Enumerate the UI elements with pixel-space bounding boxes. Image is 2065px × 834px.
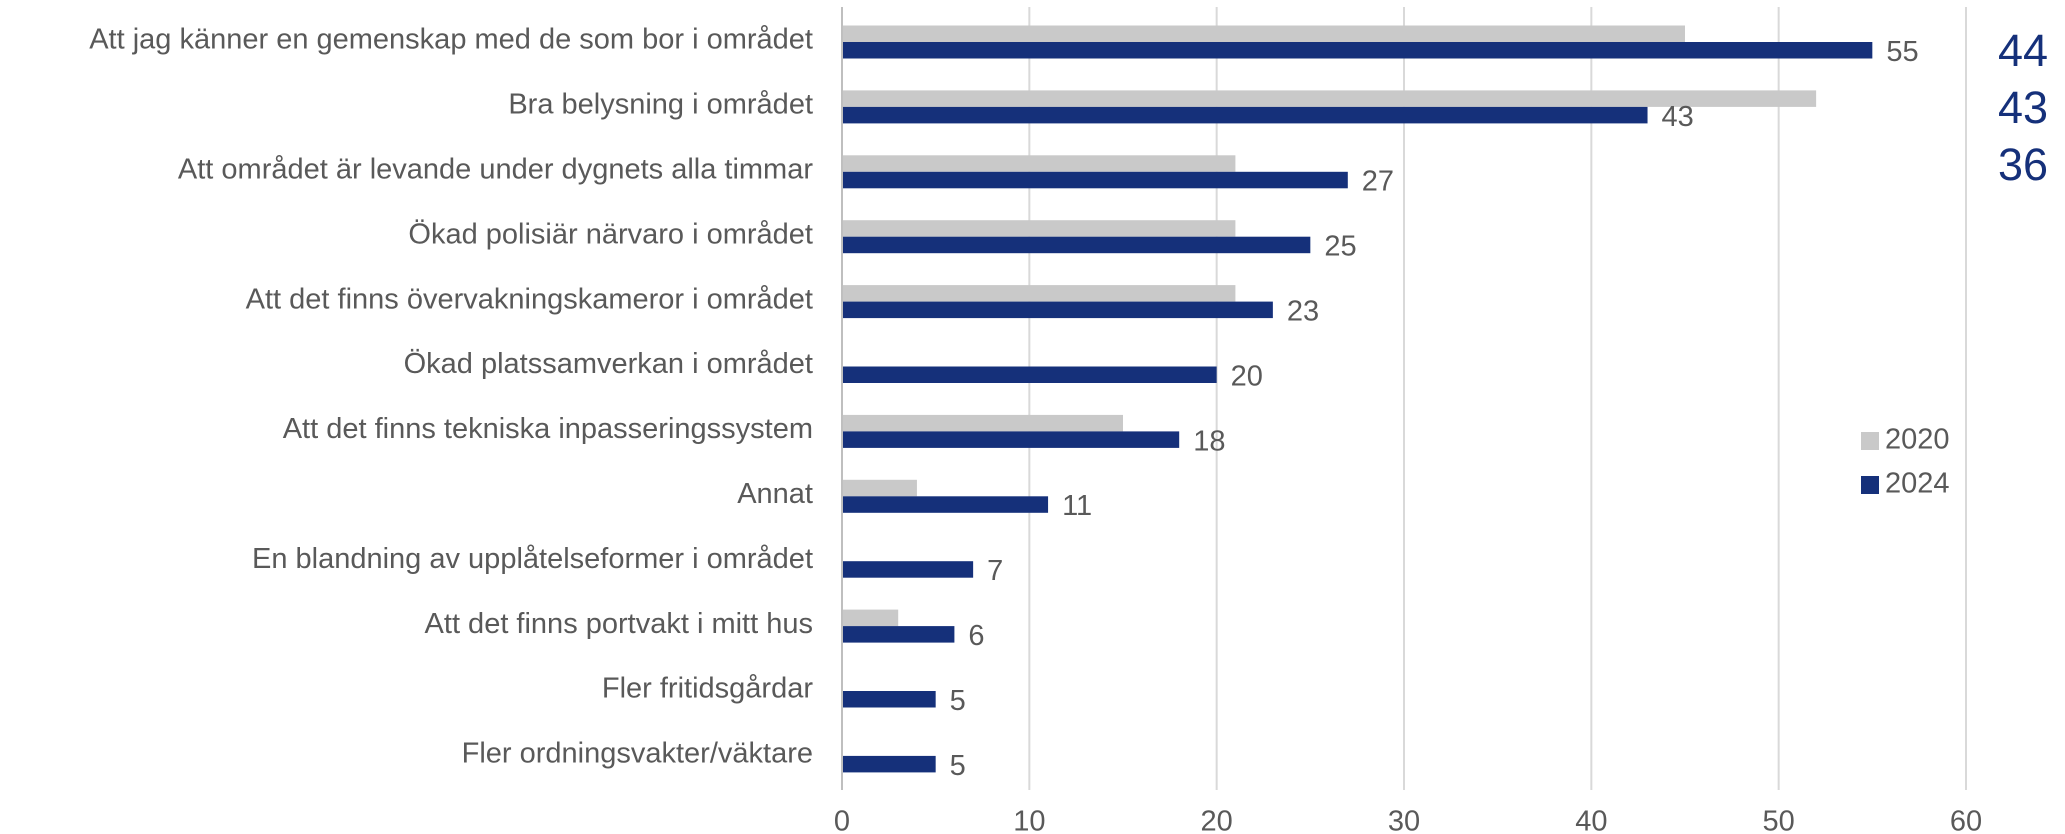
value-label: 43 [1662,101,1694,133]
annotation: 43 [1998,82,2048,133]
bar [842,626,955,643]
legend-label: 2020 [1885,424,1950,456]
value-label: 55 [1886,36,1918,68]
x-tick-label: 50 [1763,806,1795,834]
legend-label: 2024 [1885,468,1950,500]
category-label: Fler ordningsvakter/väktare [462,738,813,770]
value-label: 5 [950,750,966,782]
value-label: 18 [1193,425,1225,457]
bar [842,691,936,708]
bar [842,366,1217,383]
x-tick-label: 20 [1201,806,1233,834]
bar [842,220,1236,237]
annotation: 44 [1998,25,2048,76]
bar [842,155,1236,172]
bar [842,106,1648,124]
category-label: Att det finns övervakningskameror i områ… [246,283,813,315]
category-label: Fler fritidsgårdar [602,673,813,705]
category-label: Att det finns portvakt i mitt hus [425,608,813,640]
bar [842,171,1348,189]
bar [842,236,1311,254]
value-label: 23 [1287,296,1319,328]
value-label: 5 [950,685,966,717]
bar [842,496,1049,513]
category-label: Bra belysning i området [508,89,813,121]
legend-swatch [1861,476,1879,494]
category-label: Att det finns tekniska inpasseringssyste… [283,413,813,445]
value-label: 25 [1324,231,1356,263]
bar [842,25,1685,42]
bar [842,90,1817,107]
x-tick-label: 60 [1950,806,1982,834]
category-label: Ökad polisiär närvaro i området [408,218,813,250]
legend-swatch [1861,432,1879,450]
bar [842,755,936,773]
x-tick-label: 10 [1013,806,1045,834]
x-tick-label: 40 [1575,806,1607,834]
value-label: 27 [1362,166,1394,198]
category-label: Ökad platssamverkan i området [404,348,813,380]
bar [842,609,899,627]
bar [842,42,1873,59]
x-tick-label: 0 [834,806,850,834]
category-label: En blandning av upplåtelseformer i områd… [252,543,813,575]
bar [842,431,1180,448]
value-label: 7 [987,555,1003,587]
bar [842,561,974,578]
bar [842,479,917,497]
x-tick-label: 30 [1388,806,1420,834]
bar [842,414,1123,432]
value-label: 6 [968,620,984,652]
bar [842,301,1273,319]
category-label: Annat [737,478,813,510]
category-label: Att området är levande under dygnets all… [178,153,813,185]
category-label: Att jag känner en gemenskap med de som b… [89,24,813,56]
annotation: 36 [1998,139,2048,190]
value-label: 11 [1062,490,1092,522]
value-label: 20 [1231,360,1263,392]
bar [842,285,1236,302]
